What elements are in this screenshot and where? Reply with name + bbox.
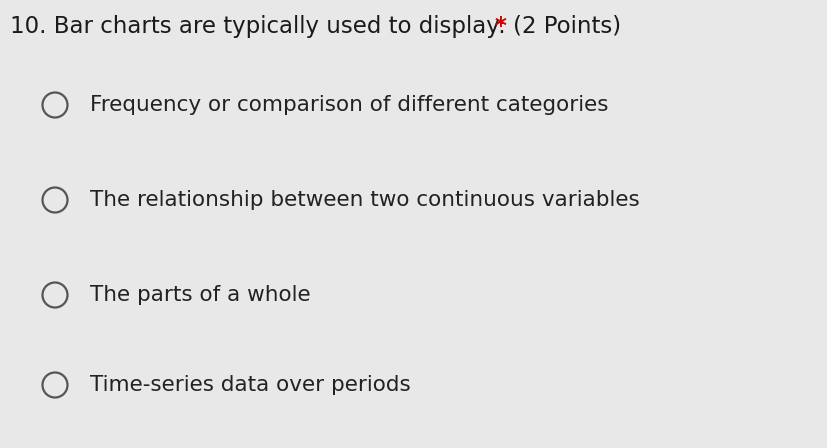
Text: The parts of a whole: The parts of a whole — [90, 285, 310, 305]
Text: 10. Bar charts are typically used to display: (2 Points): 10. Bar charts are typically used to dis… — [10, 15, 628, 38]
Text: *: * — [494, 15, 506, 38]
Text: The relationship between two continuous variables: The relationship between two continuous … — [90, 190, 639, 210]
Text: Time-series data over periods: Time-series data over periods — [90, 375, 410, 395]
Text: Frequency or comparison of different categories: Frequency or comparison of different cat… — [90, 95, 608, 115]
